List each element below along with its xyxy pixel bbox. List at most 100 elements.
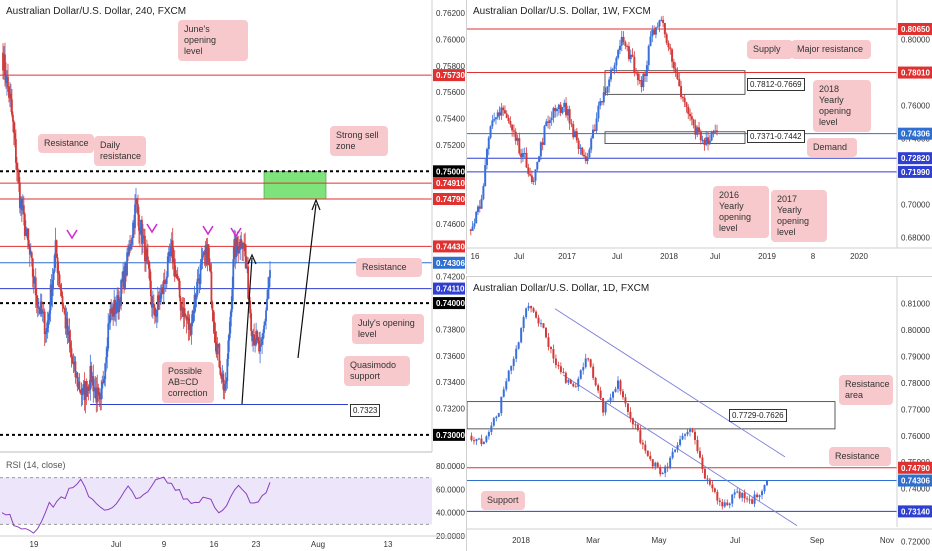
- price-tick-label: 0.79000: [901, 352, 930, 361]
- candle-body: [529, 174, 532, 176]
- candle-body: [3, 54, 5, 71]
- candle-body: [129, 246, 131, 250]
- price-tick-label: 0.74000: [901, 485, 930, 494]
- candle-body: [102, 381, 105, 384]
- channel-upper-line: [554, 308, 786, 458]
- candle-body: [261, 339, 263, 345]
- candle-body: [473, 223, 476, 227]
- candle-body: [108, 322, 111, 324]
- candle-body: [169, 245, 172, 257]
- candle-body: [758, 495, 761, 498]
- price-level-tag: [898, 152, 932, 165]
- candle-body: [52, 271, 55, 280]
- candle-body: [82, 384, 85, 389]
- candle-body: [268, 278, 270, 290]
- candle-body: [242, 242, 245, 249]
- candle-body: [612, 391, 615, 398]
- candle-body: [68, 331, 71, 343]
- candle-body: [63, 308, 66, 314]
- rsi-tick-label: 20.0000: [436, 532, 465, 541]
- candle-body: [132, 222, 134, 238]
- chart-4h-svg[interactable]: 0.76200 0.76000 0.75800 0.75600 0.75400 0.752…: [0, 0, 466, 550]
- candle-body: [498, 112, 501, 116]
- candle-body: [256, 331, 258, 338]
- candle-body: [252, 334, 255, 342]
- candle-body: [241, 247, 244, 249]
- candle-body: [482, 186, 485, 199]
- candle-body: [638, 80, 641, 82]
- candle-body: [105, 357, 108, 364]
- candle-body: [168, 251, 171, 257]
- candle-body: [182, 308, 185, 317]
- candle-body: [766, 480, 768, 486]
- candle-body: [148, 260, 150, 269]
- rsi-tick-label: 60.0000: [436, 485, 465, 494]
- candle-body: [38, 307, 41, 314]
- candle-body: [629, 411, 632, 419]
- candle-body: [50, 284, 53, 297]
- candle-body: [231, 288, 234, 310]
- candle-body: [469, 229, 472, 231]
- candle-body: [24, 232, 27, 236]
- candle-body: [174, 273, 177, 277]
- candle-body: [577, 140, 580, 149]
- candle-body: [658, 20, 661, 27]
- candle-body: [614, 388, 617, 392]
- candle-body: [567, 380, 570, 383]
- candle-body: [530, 175, 533, 182]
- resistance-area-range-box: 0.7729-0.7626: [729, 409, 787, 422]
- price-axis-bg: [897, 0, 932, 248]
- candle-body: [128, 246, 130, 256]
- candle-body: [701, 139, 704, 141]
- candle-body: [665, 34, 668, 43]
- candle-body: [636, 424, 639, 431]
- candle-body: [159, 292, 162, 303]
- time-tick-label: 16: [471, 252, 480, 261]
- candle-body: [581, 147, 584, 155]
- candle-body: [602, 397, 605, 413]
- candle-body: [119, 298, 122, 307]
- candle-body: [86, 386, 89, 397]
- candle-body: [14, 138, 17, 163]
- candle-body: [680, 86, 683, 97]
- candle-body: [267, 289, 269, 299]
- candle-body: [136, 199, 138, 205]
- callout-strong-sell-zone: Strong sell zone: [330, 126, 388, 156]
- price-level-tag: [433, 428, 465, 441]
- candle-body: [152, 303, 155, 308]
- candle-body: [649, 36, 652, 46]
- time-tick-label: Aug: [311, 540, 325, 549]
- rsi-tick-label: 40.0000: [436, 509, 465, 518]
- candle-body: [547, 121, 550, 123]
- price-tick-label: 0.72000: [901, 538, 930, 547]
- chart-4h-panel[interactable]: 0.76200 0.76000 0.75800 0.75600 0.75400 0.752…: [0, 0, 466, 550]
- time-tick-label: 2019: [758, 252, 776, 261]
- candle-body: [166, 256, 169, 277]
- candle-body: [44, 331, 47, 335]
- candle-body: [613, 65, 616, 70]
- candle-body: [53, 255, 56, 272]
- chart-daily-svg[interactable]: 0.81000 0.80000 0.79000 0.78000 0.77000 0.760…: [467, 277, 932, 551]
- candle-body: [236, 237, 239, 246]
- candle-body: [523, 153, 526, 155]
- candle-body: [574, 386, 577, 388]
- candle-body: [651, 29, 654, 37]
- chart-weekly-svg[interactable]: 0.800000.780000.760000.740000.720000.700…: [467, 0, 932, 274]
- candle-body: [649, 455, 652, 460]
- candle-body: [561, 107, 564, 113]
- candle-body: [701, 457, 704, 470]
- candle-body: [210, 271, 213, 303]
- candle-body: [202, 252, 205, 256]
- candle-body: [659, 467, 662, 475]
- candle-body: [716, 491, 719, 501]
- candle-body: [541, 142, 544, 145]
- candle-body: [726, 502, 729, 506]
- candle-body: [240, 239, 243, 248]
- chart-weekly-panel[interactable]: 0.800000.780000.760000.740000.720000.700…: [466, 0, 932, 274]
- candle-body: [705, 137, 708, 145]
- candle-body: [32, 276, 35, 284]
- rsi-label: RSI (14, close): [6, 460, 66, 470]
- chart-daily-panel[interactable]: 0.81000 0.80000 0.79000 0.78000 0.77000 0.760…: [466, 276, 932, 551]
- candle-body: [149, 280, 152, 297]
- candle-body: [94, 387, 97, 389]
